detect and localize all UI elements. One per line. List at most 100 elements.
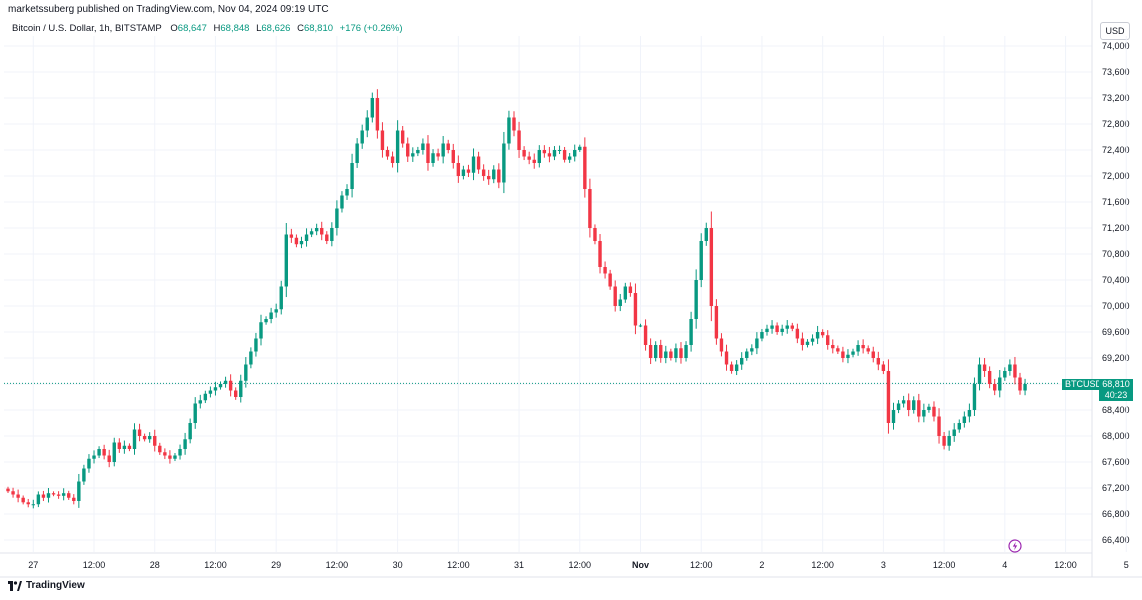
candle-body	[932, 406, 936, 417]
y-tick-label: 67,200	[1102, 483, 1130, 493]
x-tick-label: 5	[1124, 560, 1129, 570]
candle-body	[228, 380, 233, 391]
candle-body	[871, 351, 875, 358]
candle-body	[542, 150, 547, 154]
y-tick-label: 69,600	[1102, 327, 1130, 337]
candle-body	[385, 150, 390, 157]
candle-body	[259, 322, 263, 339]
candle-body	[851, 351, 855, 355]
candle-body	[1018, 377, 1022, 391]
candle-body	[734, 364, 739, 371]
candle-body	[927, 406, 931, 410]
candle-body	[294, 237, 299, 245]
candle-body	[714, 306, 719, 339]
x-tick-label: 12:00	[204, 560, 227, 570]
candle-body	[760, 332, 764, 339]
candle-body	[26, 502, 30, 505]
candle-body	[41, 494, 46, 498]
candle-body	[137, 429, 142, 436]
candle-body	[284, 234, 288, 287]
publisher-credit: marketssuberg published on TradingView.c…	[8, 4, 329, 15]
x-tick-label: 2	[759, 560, 764, 570]
candle-body	[335, 208, 339, 228]
candle-body	[476, 156, 481, 170]
candle-body	[487, 176, 491, 180]
candle-body	[977, 364, 982, 384]
candle-body	[249, 351, 253, 365]
candle-body	[861, 345, 865, 349]
candle-body	[163, 452, 167, 456]
candle-body	[365, 117, 369, 131]
candle-body	[537, 150, 541, 163]
candle-body	[891, 410, 896, 423]
x-tick-label: 28	[150, 560, 160, 570]
candle-body	[178, 449, 182, 456]
candle-body	[740, 358, 744, 365]
candle-body	[750, 348, 754, 352]
y-tick-label: 72,000	[1102, 171, 1130, 181]
tradingview-logo-icon	[8, 580, 22, 591]
candle-body	[745, 351, 749, 358]
candle-body	[11, 491, 15, 495]
candle-body	[507, 117, 511, 144]
candle-body	[729, 364, 734, 371]
candle-body	[142, 436, 147, 440]
last-price-ticker: BTCUSD	[1062, 379, 1106, 390]
candle-body	[588, 189, 592, 228]
candle-body	[97, 449, 101, 456]
candle-body	[112, 442, 116, 462]
y-tick-label: 67,600	[1102, 457, 1130, 467]
x-tick-label: 12:00	[811, 560, 834, 570]
change-value: +176 (+0.26%)	[339, 23, 403, 34]
y-tick-label: 72,800	[1102, 119, 1130, 129]
candle-body	[122, 445, 127, 449]
candle-body	[800, 338, 805, 345]
candle-body	[987, 371, 992, 384]
candle-body	[603, 267, 607, 274]
high-value: 68,848	[220, 23, 250, 34]
candle-body	[279, 286, 283, 310]
candle-body	[841, 351, 845, 358]
y-tick-label: 70,000	[1102, 301, 1130, 311]
candle-body	[567, 156, 572, 160]
candle-body	[325, 234, 329, 241]
candle-body	[876, 358, 881, 365]
candle-body	[643, 325, 648, 345]
candle-body	[820, 332, 825, 336]
candle-body	[67, 493, 71, 498]
y-tick-label: 69,200	[1102, 353, 1130, 363]
candle-body	[82, 468, 86, 482]
candle-body	[193, 403, 197, 423]
candle-body	[709, 228, 714, 306]
lightning-icon[interactable]	[1008, 539, 1022, 553]
bar-countdown: 40:23	[1104, 390, 1128, 400]
last-price-tag: 68,810 40:23	[1099, 379, 1133, 401]
candle-body	[517, 130, 521, 150]
candle-body	[239, 380, 243, 397]
y-tick-label: 71,200	[1102, 223, 1130, 233]
candle-body	[441, 143, 445, 157]
candle-body	[188, 423, 192, 440]
candle-body	[982, 364, 987, 371]
candle-body	[694, 280, 698, 319]
x-tick-label: 12:00	[1054, 560, 1077, 570]
tradingview-brand[interactable]: TradingView	[8, 580, 85, 591]
candle-body	[810, 338, 815, 342]
candle-body	[583, 146, 587, 189]
x-tick-label: 12:00	[447, 560, 470, 570]
candle-body	[684, 345, 688, 358]
candle-body	[917, 400, 921, 417]
candle-body	[613, 286, 617, 306]
currency-button[interactable]: USD	[1100, 22, 1130, 40]
candle-body	[578, 146, 582, 150]
candle-body	[664, 351, 668, 358]
candle-body	[355, 143, 359, 163]
candle-body	[380, 130, 385, 150]
y-tick-label: 71,600	[1102, 197, 1130, 207]
candle-body	[765, 328, 769, 332]
open-label: O	[170, 23, 178, 34]
candle-body	[547, 153, 552, 157]
candle-body	[153, 436, 157, 446]
candle-body	[967, 410, 972, 417]
